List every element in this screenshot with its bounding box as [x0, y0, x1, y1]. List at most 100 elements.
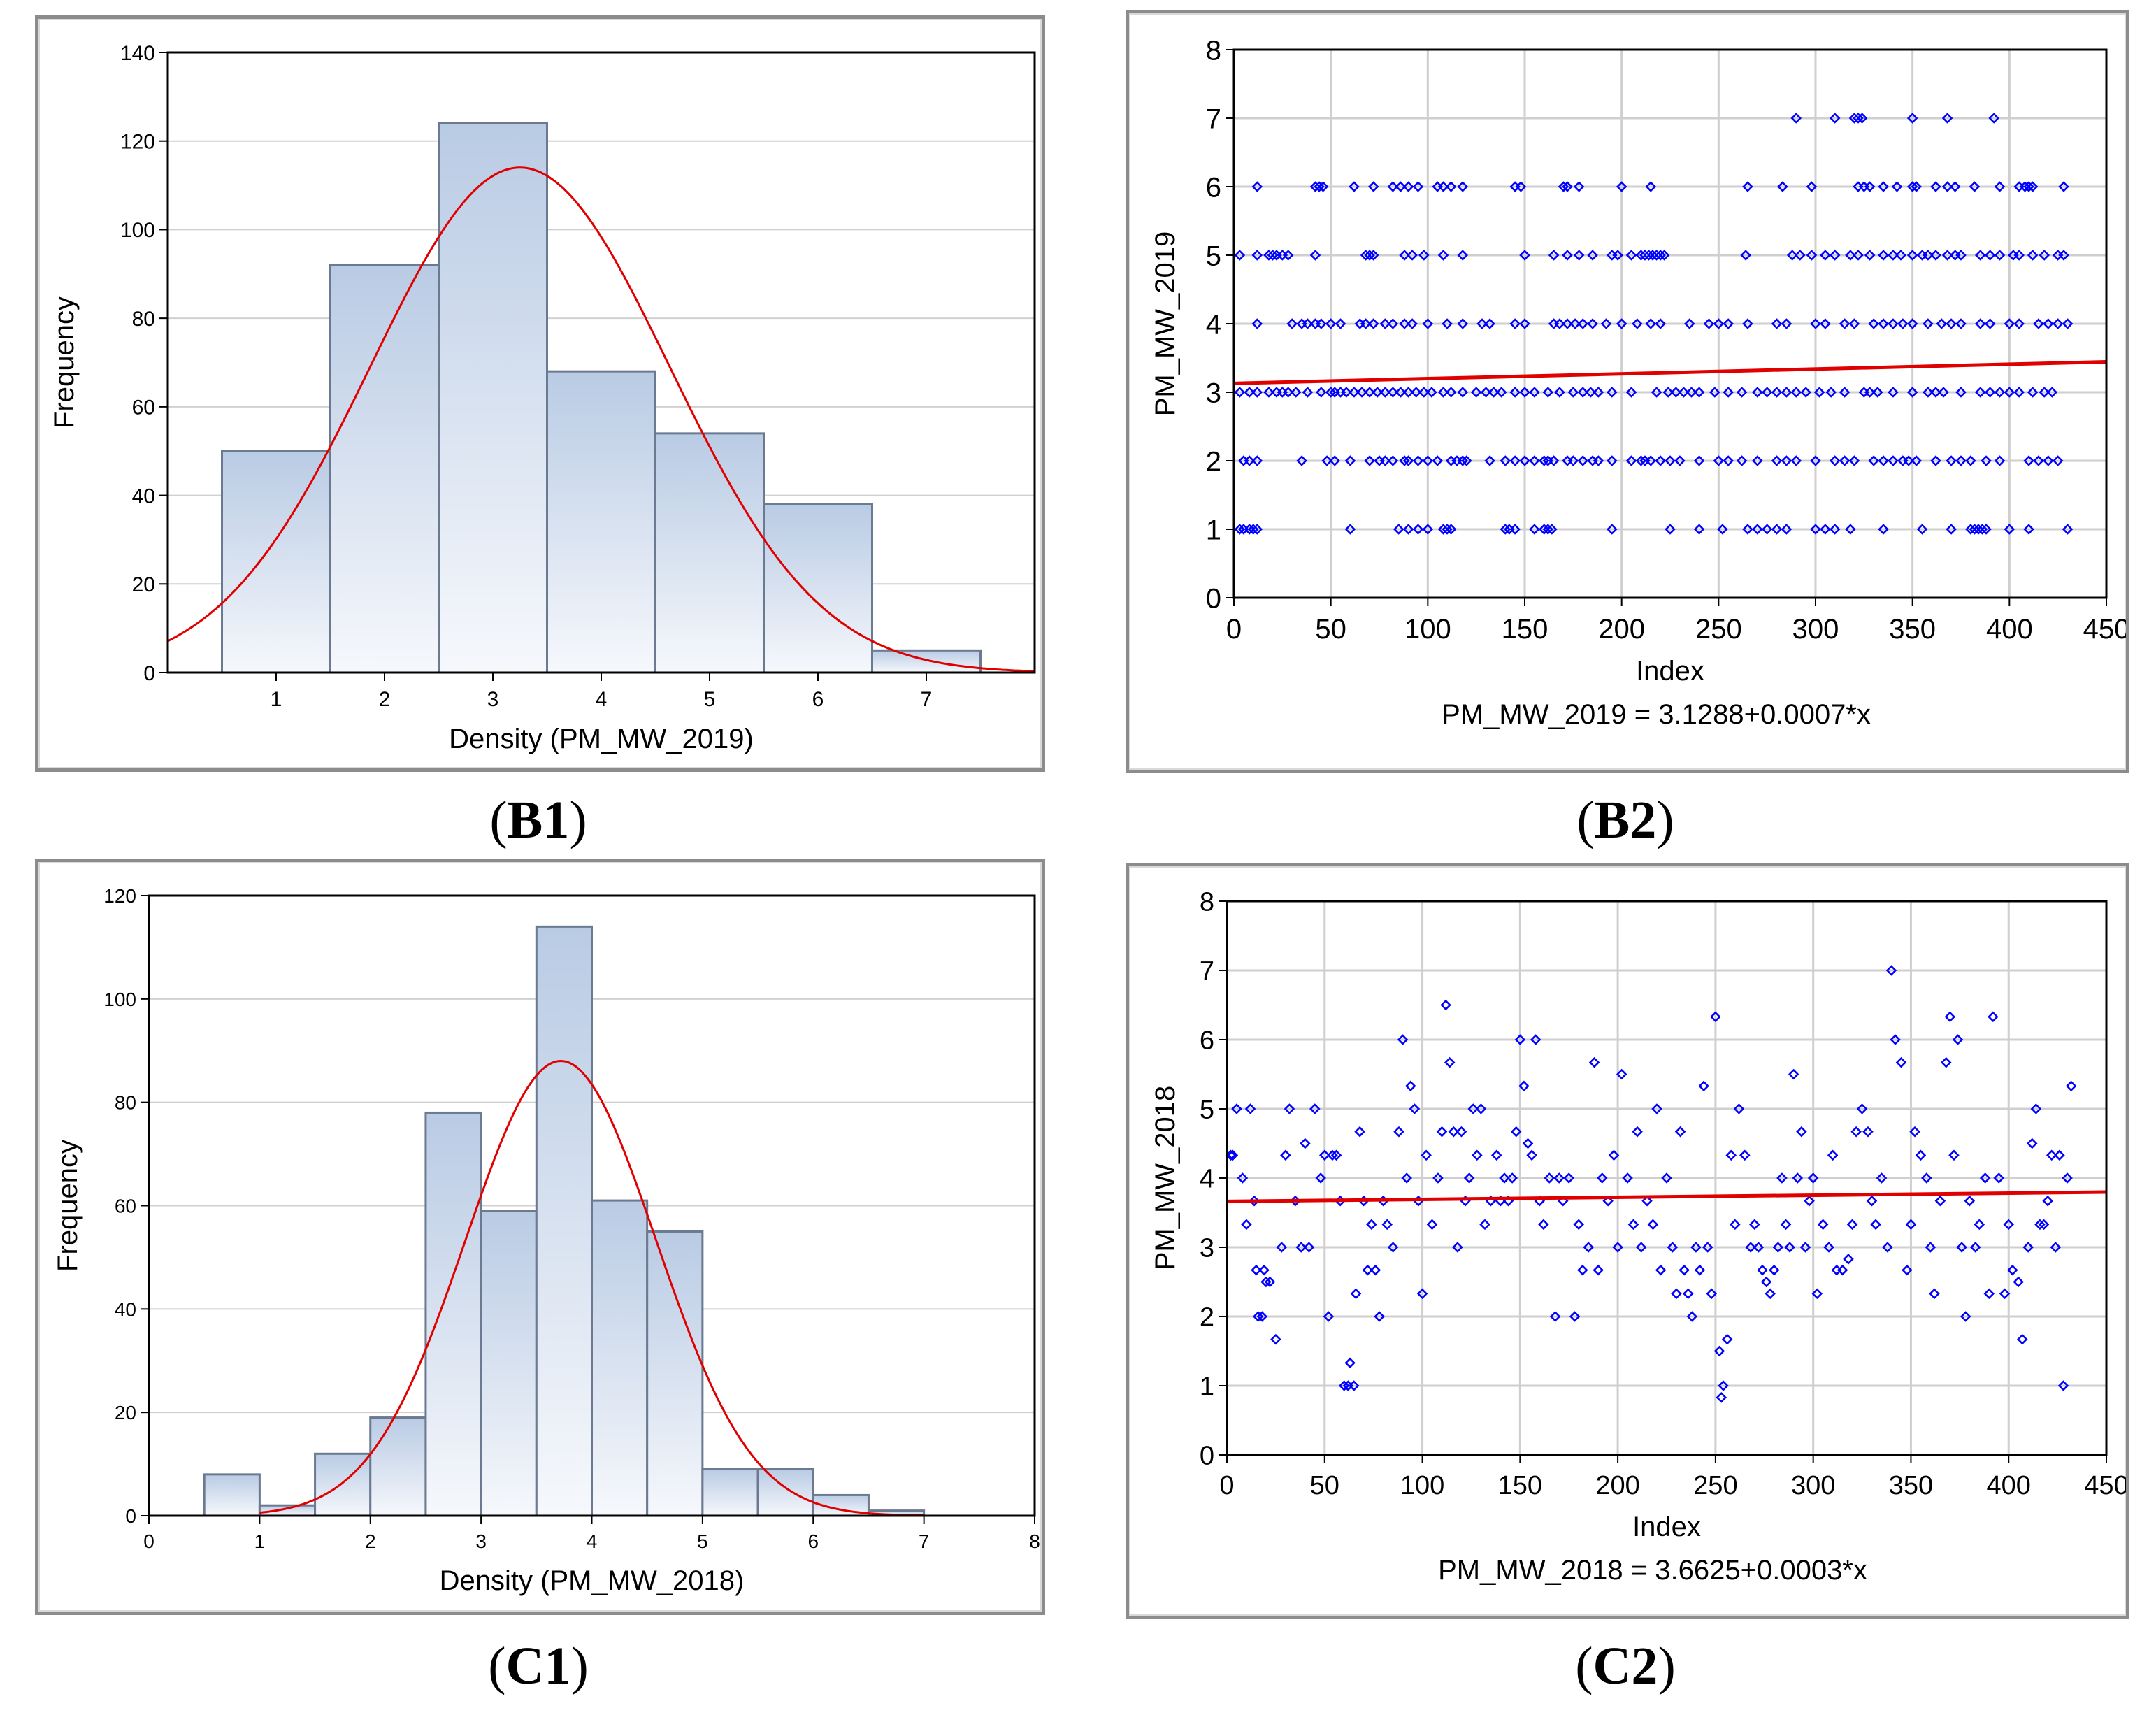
b2-point-289: [1845, 250, 1856, 261]
c1-bar-6: [535, 925, 593, 1517]
c2-point-189: [2042, 1195, 2053, 1207]
b2-point-116: [1263, 387, 1274, 398]
b2-ytick-label-8: 8: [1206, 35, 1221, 66]
b2-point-10: [1437, 524, 1449, 535]
b2-point-308: [2039, 250, 2050, 261]
b2-point-272: [1587, 250, 1598, 261]
b2-point-4: [1251, 524, 1263, 535]
c2-point-135: [1792, 1172, 1804, 1184]
b2-point-12: [1445, 524, 1457, 535]
c2-point-161: [1915, 1149, 1927, 1161]
b2-point-298: [1930, 250, 1941, 261]
b2-point-107: [1981, 455, 1992, 466]
c2-point-134: [1788, 1068, 1799, 1080]
b2-point-220: [1616, 318, 1627, 329]
b2-point-190: [2046, 387, 2058, 398]
b2-point-47: [1296, 455, 1307, 466]
c2-point-179: [1999, 1288, 2011, 1300]
b2-point-210: [1484, 318, 1495, 329]
c2-point-170: [1956, 1242, 1967, 1253]
b2-point-227: [1723, 318, 1734, 329]
c2-point-51: [1432, 1172, 1444, 1184]
c1-xtick-label-5: 5: [697, 1530, 708, 1552]
b2-point-59: [1432, 455, 1443, 466]
b2-point-129: [1364, 387, 1375, 398]
c2-ytick-label-6: 6: [1200, 1026, 1214, 1056]
b2-point-351: [2058, 181, 2069, 192]
b2-point-153: [1593, 387, 1604, 398]
c2-point-128: [1765, 1288, 1776, 1300]
b2-point-200: [1360, 318, 1372, 329]
b1-ytick-label-5: 100: [120, 219, 155, 242]
c2-xtick-label-5: 250: [1693, 1471, 1737, 1500]
b2-point-328: [1562, 181, 1573, 192]
c1-bar-5: [480, 1210, 538, 1517]
b2-point-99: [1888, 455, 1899, 466]
c2-point-191: [2050, 1242, 2062, 1253]
b2-point-345: [1969, 181, 1981, 192]
c2-point-12: [1264, 1276, 1276, 1288]
caption-b1: (B1): [489, 791, 587, 849]
b2-point-240: [1923, 318, 1934, 329]
b2-point-224: [1683, 318, 1695, 329]
b2-point-251: [2062, 318, 2074, 329]
b1-ytick-label-2: 40: [132, 485, 155, 508]
c2-point-37: [1370, 1264, 1381, 1276]
c2-point-87: [1588, 1056, 1600, 1068]
c2-point-25: [1327, 1149, 1338, 1161]
b2-point-158: [1670, 387, 1682, 398]
b2-point-180: [1930, 387, 1941, 398]
b2-point-330: [1616, 181, 1627, 192]
b2-point-162: [1709, 387, 1720, 398]
b2-point-74: [1577, 455, 1588, 466]
c2-point-41: [1387, 1242, 1399, 1253]
b2-point-348: [2019, 181, 2031, 192]
c2-point-114: [1710, 1011, 1721, 1023]
c2-point-146: [1843, 1254, 1854, 1265]
c1-ytick-label-0: 0: [125, 1505, 136, 1527]
b2-point-205: [1407, 318, 1418, 329]
b1-xtick-label-5: 6: [812, 688, 824, 711]
b2-point-283: [1740, 250, 1751, 261]
c2-point-10: [1258, 1264, 1270, 1276]
b2-point-228: [1742, 318, 1753, 329]
c2-point-164: [1929, 1288, 1940, 1300]
c2-y-axis-label: PM_MW_2018: [1150, 1086, 1181, 1271]
c2-point-98: [1641, 1195, 1653, 1207]
b2-point-187: [2013, 387, 2025, 398]
b2-point-233: [1839, 318, 1850, 329]
b2-point-133: [1395, 387, 1407, 398]
b2-point-142: [1480, 387, 1492, 398]
b2-point-307: [2027, 250, 2039, 261]
b2-point-185: [1994, 387, 2006, 398]
b2-point-184: [1984, 387, 1996, 398]
c2-point-118: [1721, 1333, 1733, 1345]
b2-point-128: [1356, 387, 1367, 398]
caption-c1: (C1): [488, 1637, 589, 1695]
b2-point-264: [1407, 250, 1418, 261]
b2-point-275: [1625, 250, 1637, 261]
b2-point-106: [1965, 455, 1976, 466]
b2-point-19: [1546, 524, 1558, 535]
b2-point-204: [1399, 318, 1410, 329]
c2-point-171: [1960, 1311, 1971, 1322]
b2-point-77: [1607, 455, 1618, 466]
b2-point-339: [1891, 181, 1903, 192]
c1-bar-7: [591, 1199, 649, 1517]
c2-point-131: [1776, 1172, 1788, 1184]
c2-point-151: [1866, 1195, 1878, 1207]
b2-point-92: [1790, 455, 1802, 466]
c2-point-28: [1338, 1380, 1350, 1391]
b2-point-24: [1742, 524, 1753, 535]
b2-point-93: [1810, 455, 1821, 466]
b2-point-249: [2043, 318, 2054, 329]
b2-point-208: [1457, 318, 1469, 329]
c2-point-124: [1749, 1219, 1760, 1230]
c1-xtick-label-7: 7: [919, 1530, 930, 1552]
b2-point-170: [1800, 387, 1811, 398]
c2-point-163: [1925, 1242, 1936, 1253]
b2-point-0: [1234, 524, 1246, 535]
b2-point-171: [1813, 387, 1825, 398]
b2-point-76: [1593, 455, 1604, 466]
b2-xtick-label-1: 50: [1315, 614, 1346, 645]
